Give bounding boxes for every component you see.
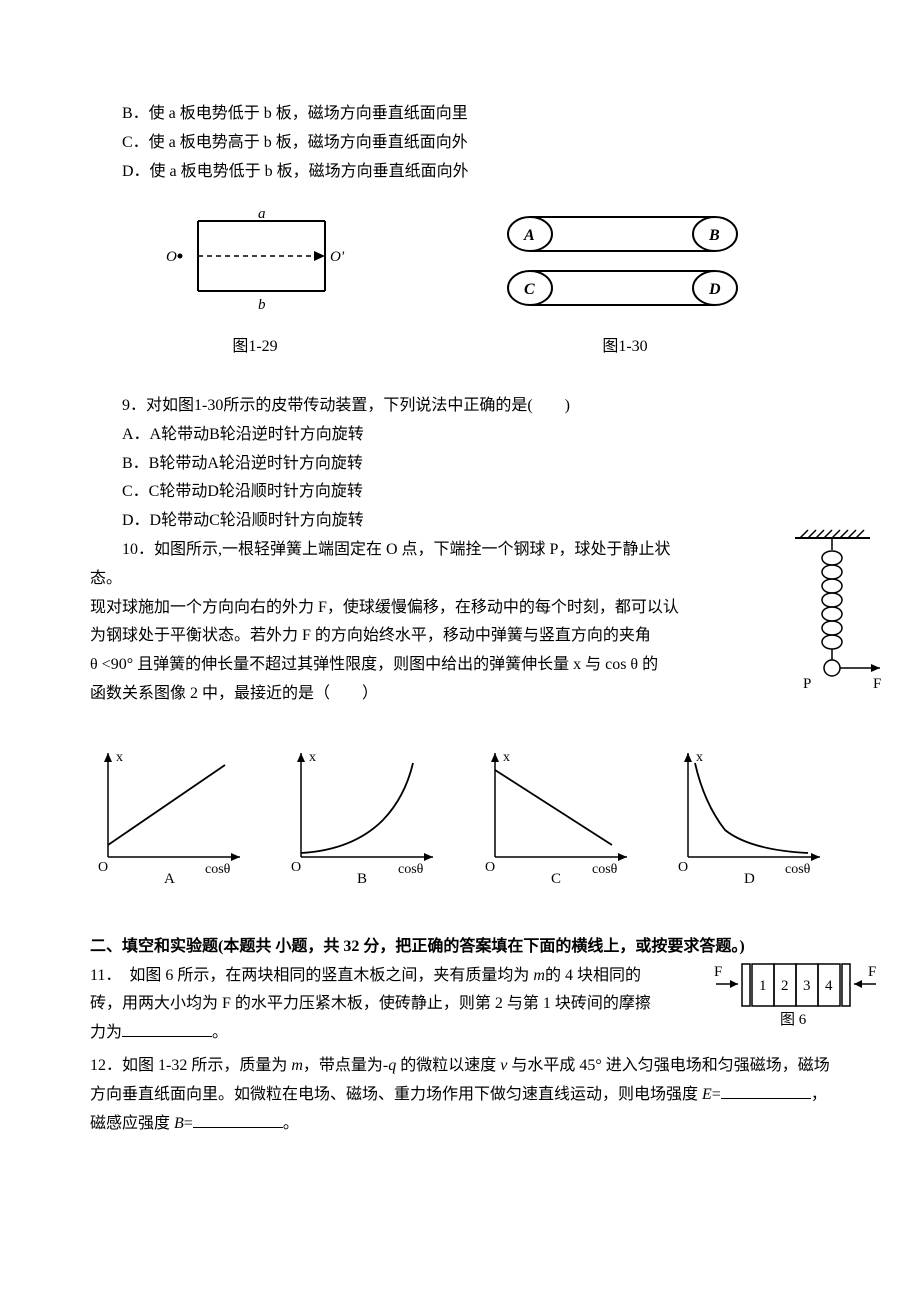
q10-line-0: 10．如图所示,一根轻弹簧上端固定在 O 点，下端拴一个钢球 P，球处于静止状态… (90, 536, 700, 594)
q11-part1: 11． 如图 6 所示，在两块相同的竖直木板之间，夹有质量均为 (90, 967, 533, 984)
q12-B: B (174, 1115, 184, 1132)
q12-E: E (702, 1086, 712, 1103)
q12-blank1[interactable] (721, 1083, 811, 1099)
q12: 12．如图 1-32 所示，质量为 m，带点量为-q 的微粒以速度 v 与水平成… (90, 1052, 830, 1138)
q10-line-4: 函数关系图像 2 中，最接近的是（ ） (90, 680, 700, 709)
graph-A: O x cosθ A (90, 745, 250, 885)
svg-text:3: 3 (803, 978, 811, 994)
q11-part3: 。 (212, 1024, 228, 1041)
svg-text:x: x (116, 750, 123, 765)
q11-blank[interactable] (122, 1021, 212, 1037)
figure-1-29: O O' a b 图1-29 (160, 206, 350, 362)
svg-text:x: x (696, 750, 703, 765)
label-O2: O' (330, 249, 345, 265)
q10: 10．如图所示,一根轻弹簧上端固定在 O 点，下端拴一个钢球 P，球处于静止状态… (90, 536, 830, 709)
graph-B: O x cosθ B (283, 745, 443, 885)
label-B: B (708, 227, 720, 244)
q11: 11． 如图 6 所示，在两块相同的竖直木板之间，夹有质量均为 m的 4 块相同… (90, 962, 830, 1048)
fig-1-29-caption: 图1-29 (160, 333, 350, 362)
q9-option-A: A．A轮带动B轮沿逆时针方向旋转 (90, 421, 830, 450)
svg-text:O: O (291, 860, 301, 875)
svg-text:cosθ: cosθ (785, 862, 811, 877)
q10-figure: P F (770, 528, 890, 709)
label-b: b (258, 297, 266, 313)
q9: 9．对如图1-30所示的皮带传动装置，下列说法中正确的是( ) A．A轮带动B轮… (90, 392, 830, 536)
label-O: O (166, 249, 177, 265)
q9-option-B: B．B轮带动A轮沿逆时针方向旋转 (90, 450, 830, 479)
svg-text:1: 1 (759, 978, 767, 994)
q8-option-D: D．使 a 板电势低于 b 板，磁场方向垂直纸面向外 (90, 158, 830, 187)
figures-row-1: O O' a b 图1-29 A B C D 图1-30 (90, 206, 830, 362)
svg-text:F: F (714, 964, 722, 980)
svg-text:4: 4 (825, 978, 833, 994)
svg-text:cosθ: cosθ (398, 862, 424, 877)
label-a: a (258, 206, 266, 222)
svg-text:cosθ: cosθ (205, 862, 231, 877)
svg-text:x: x (503, 750, 510, 765)
label-A: A (523, 227, 535, 244)
q10-line-3: θ <90° 且弹簧的伸长量不超过其弹性限度，则图中给出的弹簧伸长量 x 与 c… (90, 651, 700, 680)
svg-text:D: D (744, 871, 755, 885)
label-F: F (873, 676, 881, 692)
q12-m: m (291, 1057, 303, 1074)
graph-C: O x cosθ C (477, 745, 637, 885)
svg-text:cosθ: cosθ (592, 862, 618, 877)
fig-1-30-caption: 图1-30 (490, 333, 760, 362)
label-D: D (708, 281, 721, 298)
q12-eq1: = (712, 1086, 721, 1103)
q12-part1: 12．如图 1-32 所示，质量为 (90, 1057, 291, 1074)
q11-svg: F 1 2 3 4 F 图 6 (710, 958, 880, 1028)
q8-options: B．使 a 板电势低于 b 板，磁场方向垂直纸面向里 C．使 a 板电势高于 b… (90, 100, 830, 186)
q10-line-2: 为钢球处于平衡状态。若外力 F 的方向始终水平，移动中弹簧与竖直方向的夹角 (90, 622, 700, 651)
q9-stem: 9．对如图1-30所示的皮带传动装置，下列说法中正确的是( ) (90, 392, 830, 421)
q12-part6: 。 (283, 1115, 299, 1132)
q8-option-C: C．使 a 板电势高于 b 板，磁场方向垂直纸面向外 (90, 129, 830, 158)
q10-svg: P F (770, 528, 890, 698)
svg-text:图 6: 图 6 (780, 1011, 807, 1028)
q11-figure: F 1 2 3 4 F 图 6 (710, 958, 880, 1039)
q12-part2: ，带点量为- (303, 1057, 388, 1074)
q9-option-D: D．D轮带动C轮沿顺时针方向旋转 (90, 507, 830, 536)
svg-text:2: 2 (781, 978, 789, 994)
q12-blank2[interactable] (193, 1112, 283, 1128)
graph-D: O x cosθ D (670, 745, 830, 885)
svg-text:O: O (678, 860, 688, 875)
graphs-row: O x cosθ A O x cosθ B O x cosθ C (90, 745, 830, 885)
q11-m: m (533, 967, 545, 984)
svg-text:B: B (357, 871, 367, 885)
label-P: P (803, 676, 811, 692)
q12-part3: 的微粒以速度 (396, 1057, 500, 1074)
q9-option-C: C．C轮带动D轮沿顺时针方向旋转 (90, 478, 830, 507)
figure-1-30: A B C D 图1-30 (490, 206, 760, 362)
q10-line-1: 现对球施加一个方向向右的外力 F，使球缓慢偏移，在移动中的每个时刻，都可以认 (90, 594, 700, 623)
fig-1-30-svg: A B C D (490, 206, 760, 316)
q12-eq2: = (184, 1115, 193, 1132)
svg-text:C: C (551, 871, 561, 885)
svg-text:A: A (164, 871, 175, 885)
svg-text:O: O (98, 860, 108, 875)
svg-text:O: O (485, 860, 495, 875)
svg-text:F: F (868, 964, 876, 980)
label-C: C (524, 281, 535, 298)
section-2-heading-text: 二、填空和实验题(本题共 小题，共 32 分，把正确的答案填在下面的横线上，或按… (90, 938, 745, 955)
q8-option-B: B．使 a 板电势低于 b 板，磁场方向垂直纸面向里 (90, 100, 830, 129)
svg-text:x: x (309, 750, 316, 765)
fig-1-29-svg: O O' a b (160, 206, 350, 316)
